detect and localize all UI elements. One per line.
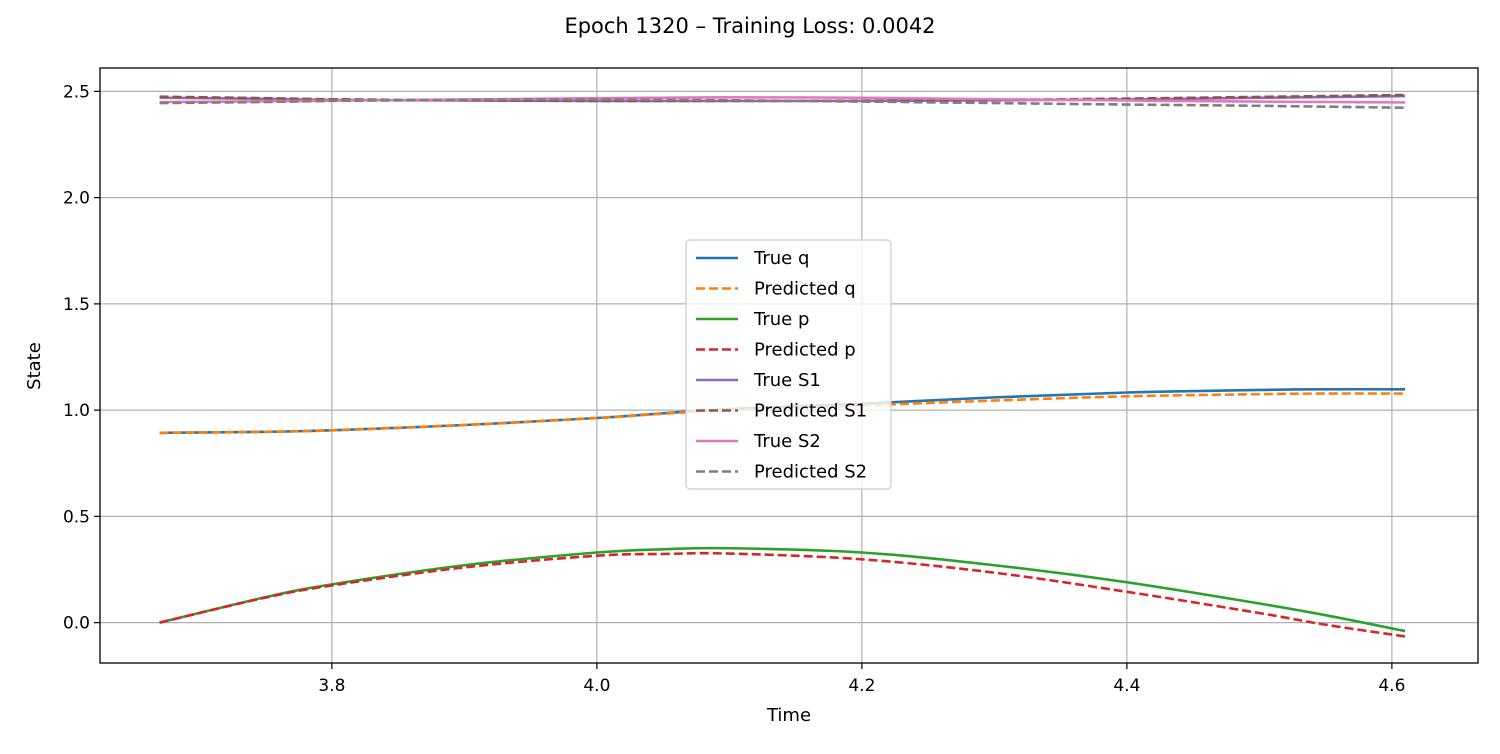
x-tick-label: 4.0 bbox=[583, 676, 610, 696]
x-axis-label: Time bbox=[766, 705, 811, 726]
legend-label-true-p: True p bbox=[753, 309, 809, 330]
legend-box bbox=[685, 239, 892, 490]
x-tick-label: 4.4 bbox=[1113, 676, 1140, 696]
legend-label-true-s2: True S2 bbox=[753, 431, 821, 452]
x-tick-label: 4.2 bbox=[848, 676, 875, 696]
series-line-predicted-p bbox=[159, 551, 1406, 638]
series-line-predicted-s2 bbox=[159, 98, 1406, 110]
y-tick-label: 2.0 bbox=[63, 189, 90, 209]
legend-label-true-q: True q bbox=[753, 248, 809, 269]
x-tick-label: 3.8 bbox=[318, 676, 345, 696]
legend-label-predicted-p: Predicted p bbox=[754, 340, 856, 361]
legend-label-predicted-s2: Predicted S2 bbox=[754, 462, 867, 483]
series-line-true-p bbox=[159, 546, 1406, 633]
x-tick-label: 4.6 bbox=[1378, 676, 1405, 696]
y-tick-label: 2.5 bbox=[63, 82, 90, 102]
plot-frame bbox=[99, 67, 1479, 664]
legend-label-predicted-q: Predicted q bbox=[754, 279, 856, 300]
y-tick-label: 1.5 bbox=[63, 295, 90, 315]
y-axis-label: State bbox=[24, 342, 45, 390]
y-tick-label: 1.0 bbox=[63, 401, 90, 421]
legend-label-true-s1: True S1 bbox=[753, 370, 821, 391]
y-tick-label: 0.0 bbox=[63, 614, 90, 634]
chart-title: Epoch 1320 – Training Loss: 0.0042 bbox=[564, 14, 935, 38]
legend-label-predicted-s1: Predicted S1 bbox=[754, 401, 867, 422]
legend: True q Predicted q True p Predicted p True S… bbox=[685, 239, 892, 490]
y-tick-label: 0.5 bbox=[63, 507, 90, 527]
tick-layer: 3.8 4.0 4.2 4.4 4.6 0.0 0.5 1.0 1.5 2.0 2.5 bbox=[63, 82, 1405, 696]
